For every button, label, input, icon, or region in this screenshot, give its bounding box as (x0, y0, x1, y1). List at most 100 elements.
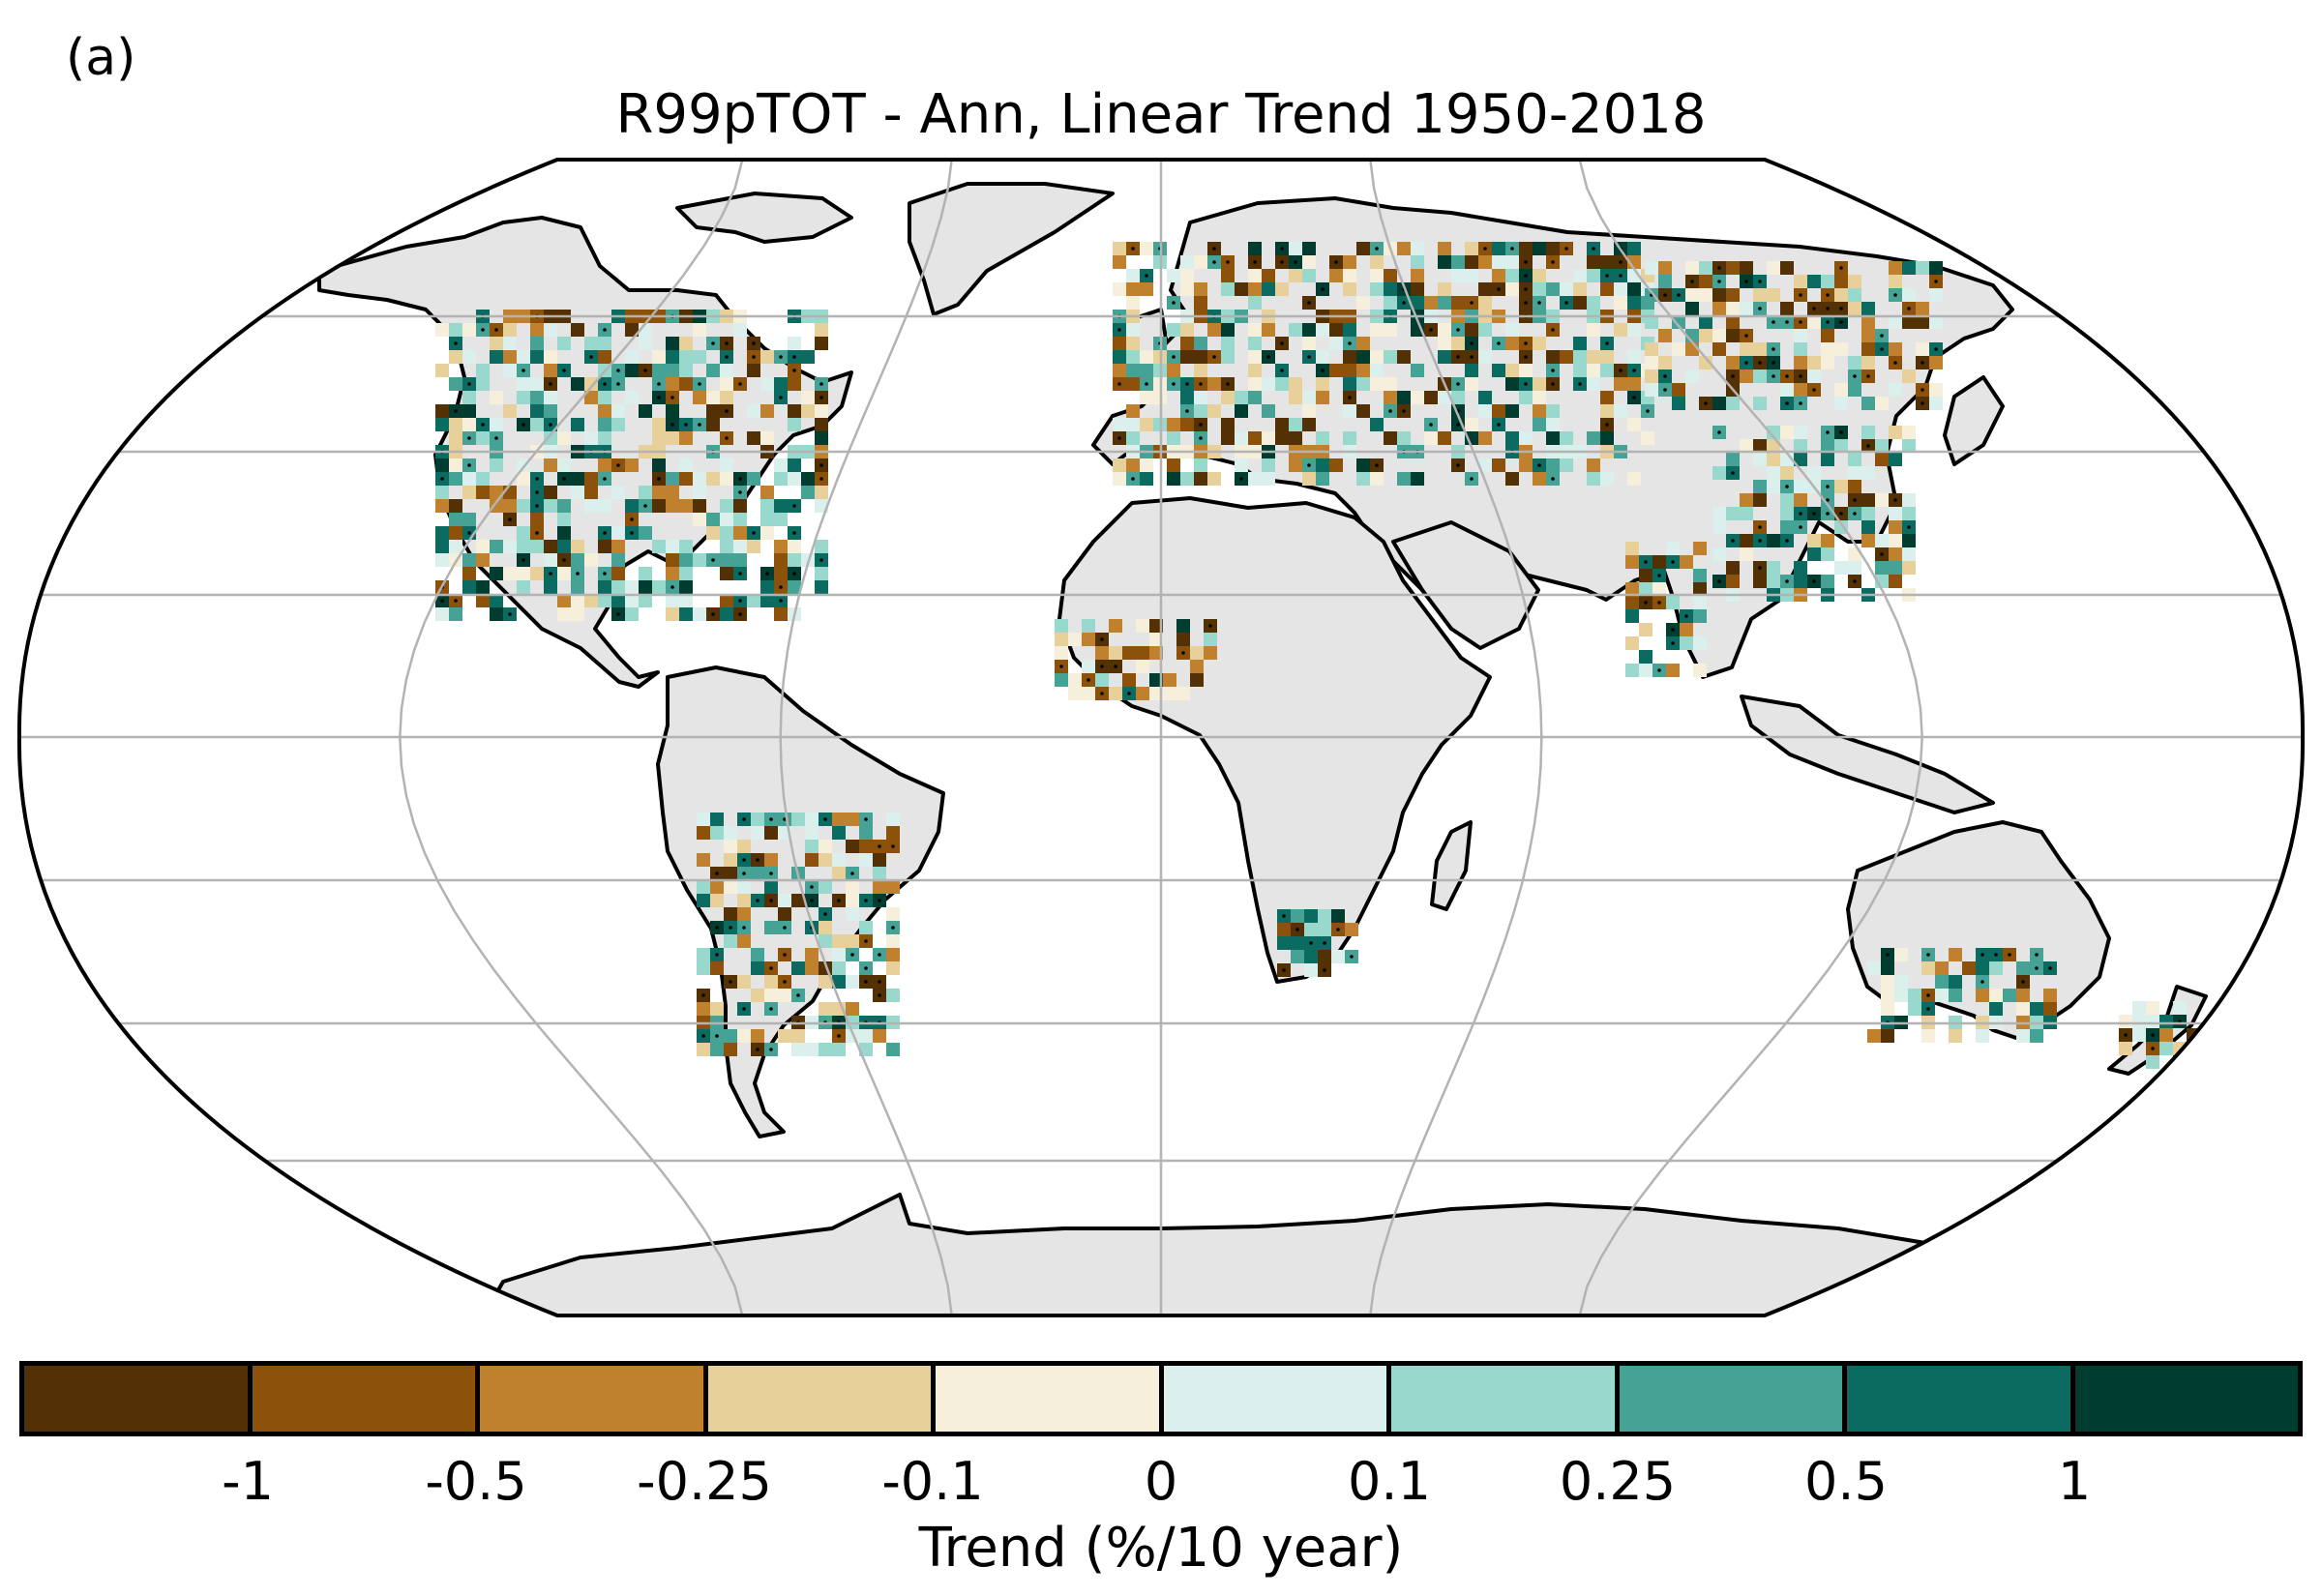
trend-cell (1976, 961, 1989, 975)
trend-cell (1176, 633, 1190, 646)
trend-cell (544, 540, 557, 553)
trend-cell (1867, 1029, 1881, 1043)
trend-cell (449, 458, 462, 472)
trend-cell (530, 404, 544, 418)
significance-dot (1799, 512, 1802, 516)
colorbar-tick: -0.25 (637, 1451, 772, 1512)
trend-cell (435, 540, 449, 553)
significance-dot (1239, 477, 1243, 481)
trend-cell (1807, 547, 1821, 561)
significance-dot (535, 504, 539, 508)
trend-cell (503, 337, 517, 350)
trend-cell (2119, 1042, 2132, 1055)
trend-cell (1492, 458, 1505, 472)
trend-cell (1068, 633, 1082, 646)
panel-label: (a) (66, 29, 136, 87)
trend-cell (1113, 350, 1126, 364)
trend-cell (1533, 404, 1546, 418)
trend-cell (1478, 458, 1492, 472)
trend-cell (764, 826, 778, 840)
trend-cell (1438, 431, 1451, 445)
trend-cell (611, 540, 625, 553)
trend-cell (1478, 255, 1492, 269)
trend-cell (1136, 619, 1149, 633)
trend-cell (625, 607, 639, 621)
significance-dot (1671, 641, 1675, 645)
significance-dot (1744, 361, 1748, 365)
significance-dot (670, 423, 674, 427)
trend-cell (733, 540, 747, 553)
trend-cell (1685, 261, 1699, 275)
trend-cell (832, 813, 846, 826)
trend-cell (1600, 364, 1614, 377)
trend-cell (1478, 350, 1492, 364)
significance-dot (1172, 382, 1176, 386)
trend-cell (544, 323, 557, 337)
trend-cell (652, 350, 666, 364)
trend-cell (1861, 520, 1875, 534)
trend-cell (764, 880, 778, 894)
trend-cell (710, 880, 724, 894)
significance-dot (725, 341, 729, 345)
trend-cell (2016, 989, 2030, 1002)
trend-cell (1881, 975, 1894, 989)
significance-dot (1744, 280, 1748, 283)
trend-cell (846, 894, 859, 907)
trend-cell (788, 540, 801, 553)
trend-cell (679, 377, 693, 391)
significance-dot (1185, 382, 1189, 386)
trend-cell (1397, 391, 1411, 404)
trend-cell (1478, 323, 1492, 337)
trend-cell (791, 1043, 805, 1056)
trend-cell (1861, 507, 1875, 520)
trend-cell (1356, 350, 1370, 364)
significance-dot (1294, 260, 1297, 264)
significance-dot (850, 872, 854, 875)
trend-cell (1861, 315, 1875, 329)
significance-dot (1497, 423, 1501, 427)
trend-cell (1639, 582, 1652, 596)
trend-cell (1180, 282, 1194, 296)
significance-dot (769, 817, 773, 821)
land-arctic-islands (675, 192, 853, 244)
trend-cell (1318, 909, 1331, 923)
significance-dot (1839, 430, 1843, 434)
trend-cell (1478, 282, 1492, 296)
trend-cell (720, 364, 733, 377)
trend-cell (490, 458, 503, 472)
trend-cell (1848, 275, 1861, 288)
trend-cell (1302, 391, 1316, 404)
trend-cell (1821, 575, 1834, 588)
colorbar-tick: -0.1 (881, 1451, 984, 1512)
trend-cell (666, 486, 679, 499)
significance-dot (1348, 396, 1352, 399)
trend-cell (832, 948, 846, 961)
trend-cell (1411, 472, 1424, 486)
trend-cell (490, 350, 503, 364)
significance-dot (1704, 401, 1708, 405)
trend-cell (1889, 575, 1902, 588)
significance-dot (1497, 341, 1501, 345)
significance-dot (1934, 347, 1938, 351)
trend-cell (1356, 242, 1370, 255)
significance-dot (742, 926, 746, 930)
significance-dot (1551, 260, 1555, 264)
trend-cell (1949, 989, 1962, 1002)
trend-cell (1176, 687, 1190, 700)
trend-cell (1438, 350, 1451, 364)
trend-cell (1685, 369, 1699, 383)
significance-dot (1100, 637, 1104, 641)
trend-cell (1625, 596, 1639, 609)
trend-cell (1275, 282, 1289, 296)
trend-cell (503, 567, 517, 580)
trend-cell (1451, 296, 1465, 310)
trend-cell (490, 540, 503, 553)
trend-cell (625, 499, 639, 513)
trend-cell (1861, 342, 1875, 356)
trend-cell (1180, 391, 1194, 404)
trend-cell (1726, 356, 1740, 369)
significance-dot (1375, 463, 1379, 467)
trend-cell (1370, 282, 1384, 296)
significance-dot (756, 1048, 759, 1051)
significance-dot (2151, 1033, 2155, 1037)
